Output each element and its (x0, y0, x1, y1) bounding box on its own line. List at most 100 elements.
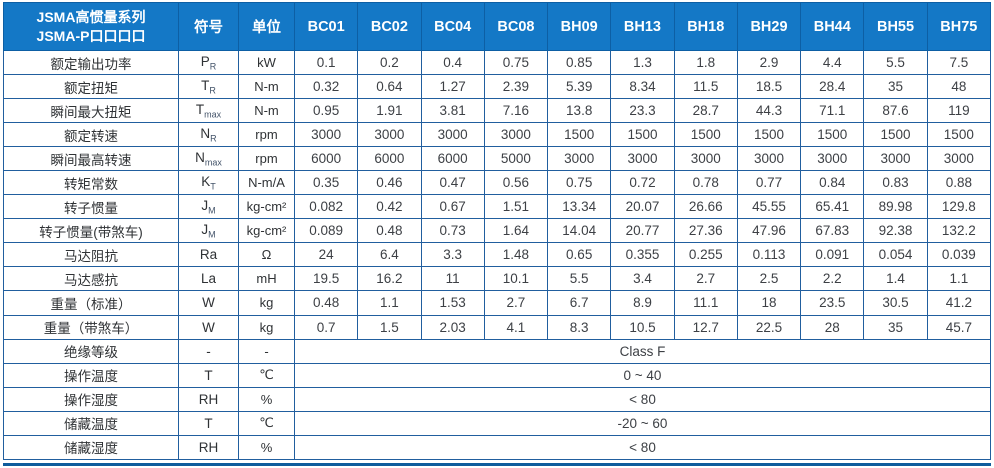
model-column-header: BH55 (863, 2, 928, 51)
cell-value: 65.41 (800, 194, 865, 220)
row-symbol: TR (178, 74, 239, 100)
row-label: 额定转速 (3, 122, 179, 148)
symbol-subscript: T (210, 181, 216, 192)
row-unit: kg-cm² (238, 218, 295, 244)
row-symbol: La (178, 266, 239, 292)
unit-column-header: 单位 (238, 2, 295, 51)
row-label: 转矩常数 (3, 170, 179, 196)
model-column-header: BH75 (926, 2, 992, 51)
cell-value: 0.355 (610, 242, 675, 268)
cell-value: 1500 (673, 122, 738, 148)
cell-value: 0.054 (863, 242, 928, 268)
row-unit: kg-cm² (238, 194, 295, 220)
cell-value: 4.1 (483, 314, 549, 340)
cell-value: 45.55 (736, 194, 802, 220)
cell-value: 0.089 (293, 218, 359, 244)
cell-value: 1.3 (610, 49, 675, 76)
row-unit: % (238, 386, 295, 412)
cell-value: 12.7 (673, 314, 738, 340)
cell-value: 19.5 (293, 266, 359, 292)
series-title-line1: JSMA高惯量系列 (36, 8, 146, 25)
cell-value: 1.48 (483, 242, 549, 268)
cell-value: 10.5 (610, 314, 675, 340)
cell-value: 1.64 (483, 218, 549, 244)
spec-row: 马达感抗 La mH 19.5 16.2 11 10.1 5.5 3.4 2.7 2.5 2.2 1.4… (3, 266, 992, 292)
model-column-header: BH13 (610, 2, 675, 51)
row-symbol: JM (178, 218, 239, 244)
cell-value: 22.5 (736, 314, 802, 340)
row-symbol: JM (178, 194, 239, 220)
cell-value: 0.082 (293, 194, 359, 220)
cell-value: 35 (863, 74, 928, 100)
cell-value: 0.83 (863, 170, 928, 196)
cell-value: 0.84 (800, 170, 865, 196)
cell-value: 0.32 (293, 74, 359, 100)
symbol-subscript: R (209, 85, 216, 96)
cell-value: 0.42 (357, 194, 422, 220)
series-title-cell: JSMA高惯量系列 JSMA-P口口口口 (3, 2, 179, 51)
cell-value: 28 (800, 314, 865, 340)
cell-value: 3000 (547, 146, 612, 172)
cell-value: 0.64 (357, 74, 422, 100)
spec-row: 绝缘等级 - - Class F (3, 338, 991, 364)
cell-value: 0.75 (483, 49, 549, 76)
row-symbol: Tmax (178, 98, 239, 124)
cell-value: 3000 (293, 122, 359, 148)
cell-value: 41.2 (926, 290, 992, 316)
cell-value: 67.83 (800, 218, 865, 244)
table-body: 额定输出功率 PR kW 0.1 0.2 0.4 0.75 0.85 1.3 1.8 2.9 4.4 5… (3, 49, 992, 461)
cell-value: 2.2 (800, 266, 865, 292)
model-column-header: BH29 (736, 2, 802, 51)
cell-value: 10.1 (483, 266, 549, 292)
row-label: 重量（带煞车） (3, 314, 179, 340)
cell-value: 3000 (357, 122, 422, 148)
cell-value: 27.36 (673, 218, 738, 244)
merged-value: Class F (294, 338, 991, 364)
cell-value: 8.34 (610, 74, 675, 100)
row-label: 操作温度 (3, 362, 179, 388)
cell-value: 13.8 (547, 98, 612, 124)
row-symbol: KT (178, 170, 239, 196)
cell-value: 8.3 (547, 314, 612, 340)
row-unit: N-m (238, 98, 295, 124)
row-symbol: W (178, 290, 239, 316)
row-symbol: W (178, 314, 239, 340)
cell-value: 3.4 (610, 266, 675, 292)
row-label: 储藏湿度 (3, 434, 179, 461)
cell-value: 1500 (736, 122, 802, 148)
spec-row: 额定输出功率 PR kW 0.1 0.2 0.4 0.75 0.85 1.3 1.8 2.9 4.4 5… (3, 49, 992, 76)
cell-value: 2.9 (736, 49, 802, 76)
row-label: 额定输出功率 (3, 49, 179, 76)
spec-row: 马达阻抗 Ra Ω 24 6.4 3.3 1.48 0.65 0.355 0.255 0.113 0.… (3, 242, 992, 268)
spec-row: 额定转速 NR rpm 3000 3000 3000 3000 1500 1500 1500 150… (3, 122, 992, 148)
spec-row: 瞬间最大扭矩 Tmax N-m 0.95 1.91 3.81 7.16 13.8 23.3 28.… (3, 98, 992, 124)
cell-value: 5.5 (547, 266, 612, 292)
cell-value: 1.4 (863, 266, 928, 292)
row-symbol: T (178, 362, 239, 388)
cell-value: 3000 (673, 146, 738, 172)
model-column-header: BH44 (800, 2, 865, 51)
cell-value: 0.47 (420, 170, 485, 196)
spec-row: 额定扭矩 TR N-m 0.32 0.64 1.27 2.39 5.39 8.34 11.5 18.… (3, 74, 992, 100)
cell-value: 3.3 (420, 242, 485, 268)
cell-value: 0.7 (293, 314, 359, 340)
cell-value: 6000 (357, 146, 422, 172)
cell-value: 18 (736, 290, 802, 316)
cell-value: 1500 (547, 122, 612, 148)
row-symbol: RH (178, 386, 239, 412)
row-label: 操作湿度 (3, 386, 179, 412)
row-symbol: Nmax (178, 146, 239, 172)
row-symbol: PR (178, 49, 239, 76)
spec-row: 操作温度 T ℃ 0 ~ 40 (3, 362, 991, 388)
row-label: 绝缘等级 (3, 338, 179, 364)
cell-value: 13.34 (547, 194, 612, 220)
cell-value: 0.78 (673, 170, 738, 196)
cell-value: 5000 (483, 146, 549, 172)
model-column-header: BC01 (293, 2, 359, 51)
cell-value: 3000 (926, 146, 992, 172)
merged-value: -20 ~ 60 (294, 410, 991, 436)
cell-value: 1500 (926, 122, 992, 148)
row-unit: Ω (238, 242, 295, 268)
row-symbol: NR (178, 122, 239, 148)
